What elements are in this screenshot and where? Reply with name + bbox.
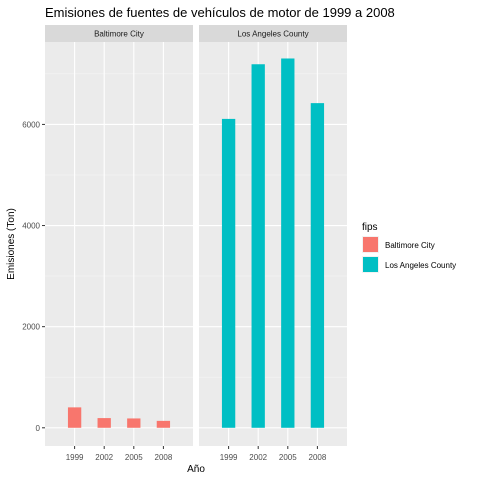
y-axis-title: Emisiones (Ton) [6, 208, 17, 280]
facet-strip-label: Baltimore City [94, 30, 144, 39]
x-tick-label: 2002 [95, 453, 113, 462]
x-tick-label: 2005 [279, 453, 297, 462]
bar-baltimore-city-2002 [97, 418, 111, 428]
x-tick-label: 2005 [125, 453, 143, 462]
bar-baltimore-city-1999 [67, 407, 82, 428]
y-tick-label: 4000 [22, 222, 40, 231]
bar-los-angeles-county-2008 [310, 103, 325, 428]
legend-key-swatch [363, 237, 378, 252]
bar-baltimore-city-2005 [127, 418, 141, 428]
y-tick-label: 6000 [22, 120, 40, 129]
x-tick-label: 2002 [249, 453, 267, 462]
chart-title: Emisiones de fuentes de vehículos de mot… [45, 5, 395, 20]
bar-los-angeles-county-1999 [221, 118, 236, 428]
x-tick-label: 2008 [309, 453, 327, 462]
legend-title: fips [362, 222, 378, 233]
x-axis-title: Año [187, 464, 205, 475]
bar-baltimore-city-2008 [156, 420, 171, 428]
x-tick-label: 2008 [155, 453, 173, 462]
panel-background [199, 42, 347, 446]
facet-panel-0: Baltimore City 1999 2002 2005 2008 [45, 25, 193, 462]
legend: fips Baltimore City Los Angeles County [362, 222, 456, 273]
bar-los-angeles-county-2002 [251, 64, 265, 428]
y-tick-label: 2000 [22, 323, 40, 332]
y-axis: 0 2000 4000 6000 [22, 120, 45, 433]
facet-strip-label: Los Angeles County [237, 30, 308, 39]
legend-label: Baltimore City [385, 241, 435, 250]
x-tick-label: 1999 [66, 453, 84, 462]
y-tick-label: 0 [36, 424, 41, 433]
facet-panel-1: Los Angeles County 1999 2002 2005 2008 [199, 25, 347, 462]
panel-background [45, 42, 193, 446]
legend-label: Los Angeles County [385, 261, 456, 270]
legend-key-swatch [363, 257, 378, 272]
x-tick-label: 1999 [220, 453, 238, 462]
bar-los-angeles-county-2005 [281, 58, 295, 428]
facet-strip [45, 25, 193, 42]
facet-strip [199, 25, 347, 42]
